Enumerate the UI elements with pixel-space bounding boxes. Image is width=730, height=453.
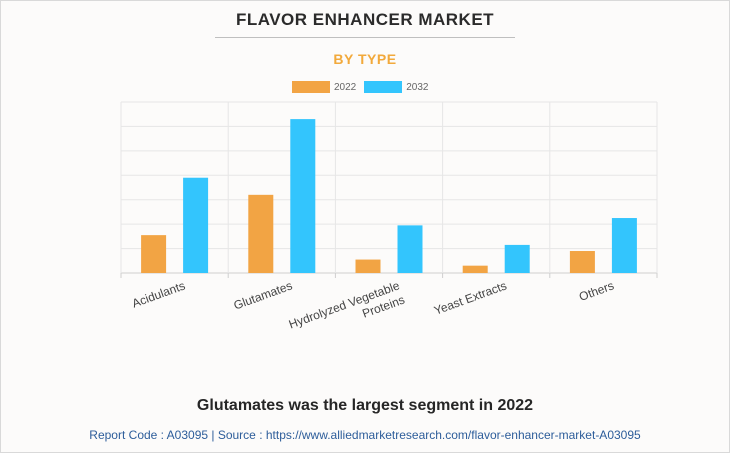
bar-2032-acidulants	[183, 177, 209, 273]
footer-source[interactable]: Report Code : A03095 | Source : https://…	[89, 428, 641, 442]
bar-2022-yeast-extracts	[462, 265, 488, 273]
legend-item-2032[interactable]: 2032	[364, 81, 429, 93]
x-tick-label-group: Glutamates	[232, 278, 294, 312]
bar-2032-glutamates	[290, 119, 316, 273]
chart-subtitle: BY TYPE	[333, 51, 397, 67]
legend-swatch-2032	[364, 81, 403, 93]
x-tick-label: Acidulants	[130, 278, 187, 310]
x-tick-label: Glutamates	[232, 278, 294, 312]
legend-label-2022: 2022	[334, 81, 357, 93]
x-tick-label-group: Others	[577, 278, 616, 303]
bar-2032-hydrolyzed-vegetable-proteins	[397, 225, 423, 273]
bar-2022-acidulants	[141, 235, 167, 273]
legend-label-2032: 2032	[406, 81, 429, 93]
bar-2032-others	[611, 218, 637, 273]
x-tick-label-group: Yeast Extracts	[432, 278, 508, 317]
x-tick-label: Yeast Extracts	[432, 278, 508, 317]
bar-2032-yeast-extracts	[504, 244, 530, 273]
legend-swatch-2022	[292, 81, 330, 93]
x-tick-label: Others	[577, 278, 616, 303]
x-tick-label-group: Acidulants	[130, 278, 187, 310]
bar-2022-glutamates	[248, 194, 274, 273]
legend-item-2022[interactable]: 2022	[292, 81, 356, 93]
bar-2022-others	[569, 251, 595, 273]
legend: 2022 2032	[292, 79, 437, 95]
chart-title: FLAVOR ENHANCER MARKET	[235, 10, 495, 29]
title-divider	[215, 37, 515, 38]
bar-2022-hydrolyzed-vegetable-proteins	[355, 259, 381, 273]
headline: Glutamates was the largest segment in 20…	[196, 397, 534, 414]
